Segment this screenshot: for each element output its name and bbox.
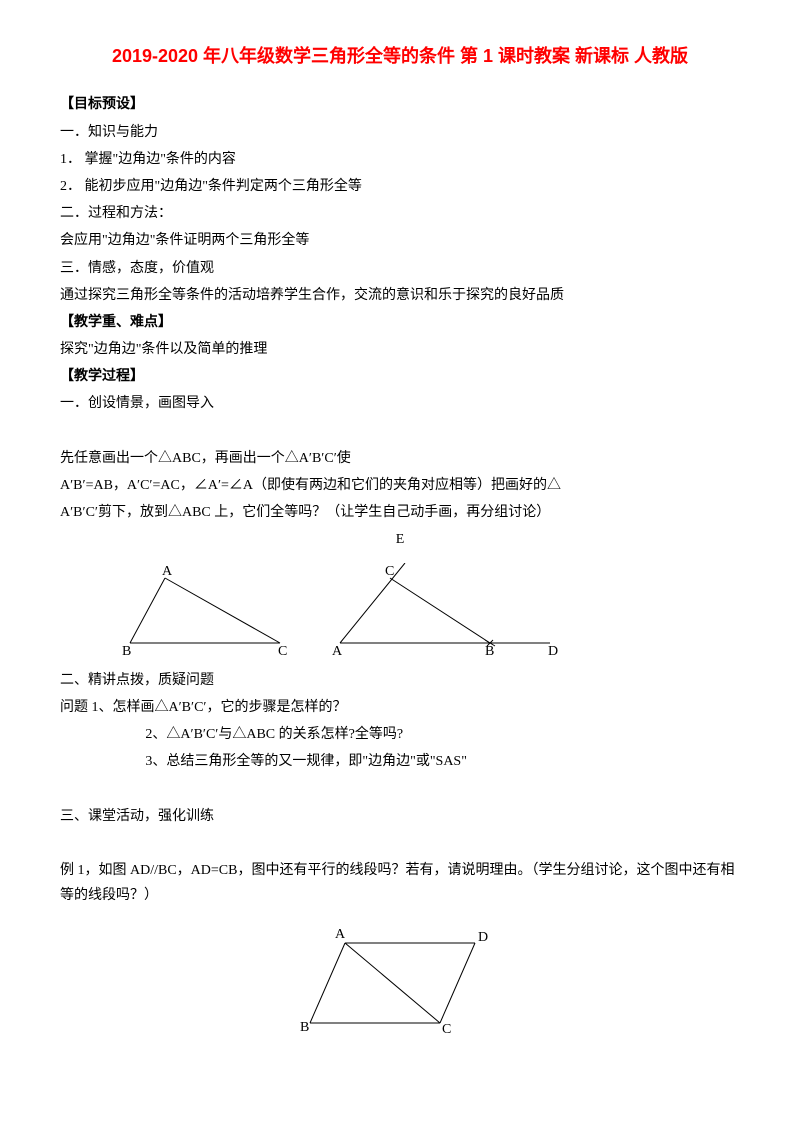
attitude-item: 通过探究三角形全等条件的活动培养学生合作，交流的意识和乐于探究的良好品质 [60,283,740,308]
knowledge-head: 一．知识与能力 [60,120,740,145]
para-c: C [442,1022,451,1037]
knowledge-item-2: 2． 能初步应用"边角边"条件判定两个三角形全等 [60,174,740,199]
para-a: A [335,927,346,942]
objectives-head: 【目标预设】 [60,92,740,117]
vertex-d: D [548,644,558,658]
page-title: 2019-2020 年八年级数学三角形全等的条件 第 1 课时教案 新课标 人教… [60,40,740,72]
vertex-b: B [122,644,131,658]
process-item: 会应用"边角边"条件证明两个三角形全等 [60,228,740,253]
vertex-c2: C [385,564,394,579]
triangle-construction: C A B D [330,563,560,658]
vertex-a2: A [332,644,343,658]
triangle-diagrams: A B C C A B D [120,563,740,658]
step-1-line-3: A′B′C′剪下，放到△ABC 上，它们全等吗？（让学生自己动手画，再分组讨论） [60,500,740,525]
difficulty-item: 探究"边角边"条件以及简单的推理 [60,337,740,362]
process-head: 二．过程和方法： [60,201,740,226]
para-b: B [300,1020,309,1035]
parallelogram-diagram: A D B C [60,923,740,1043]
knowledge-item-1: 1． 掌握"边角边"条件的内容 [60,147,740,172]
step-1-line-2: A′B′=AB，A′C′=AC，∠A′=∠A（即使有两边和它们的夹角对应相等）把… [60,473,740,498]
para-d: D [478,930,488,945]
question-2: 2、△A′B′C′与△ABC 的关系怎样?全等吗? [145,722,740,747]
difficulty-head: 【教学重、难点】 [60,310,740,335]
triangle-abc: A B C [120,563,290,658]
label-e: E [60,527,740,552]
step-1-line-1: 先任意画出一个△ABC，再画出一个△A′B′C′使 [60,446,740,471]
step-1-head: 一．创设情景，画图导入 [60,391,740,416]
vertex-c: C [278,644,287,658]
step-3-head: 三、课堂活动，强化训练 [60,804,740,829]
process-head: 【教学过程】 [60,364,740,389]
example-1: 例 1，如图 AD//BC，AD=CB，图中还有平行的线段吗？若有，请说明理由。… [60,858,740,908]
attitude-head: 三．情感，态度，价值观 [60,256,740,281]
question-3: 3、总结三角形全等的又一规律，即"边角边"或"SAS" [145,749,740,774]
vertex-b2: B [485,644,494,658]
vertex-a: A [162,564,173,579]
step-2-head: 二、精讲点拨，质疑问题 [60,668,740,693]
question-1: 问题 1、怎样画△A′B′C′，它的步骤是怎样的？ [60,695,740,720]
